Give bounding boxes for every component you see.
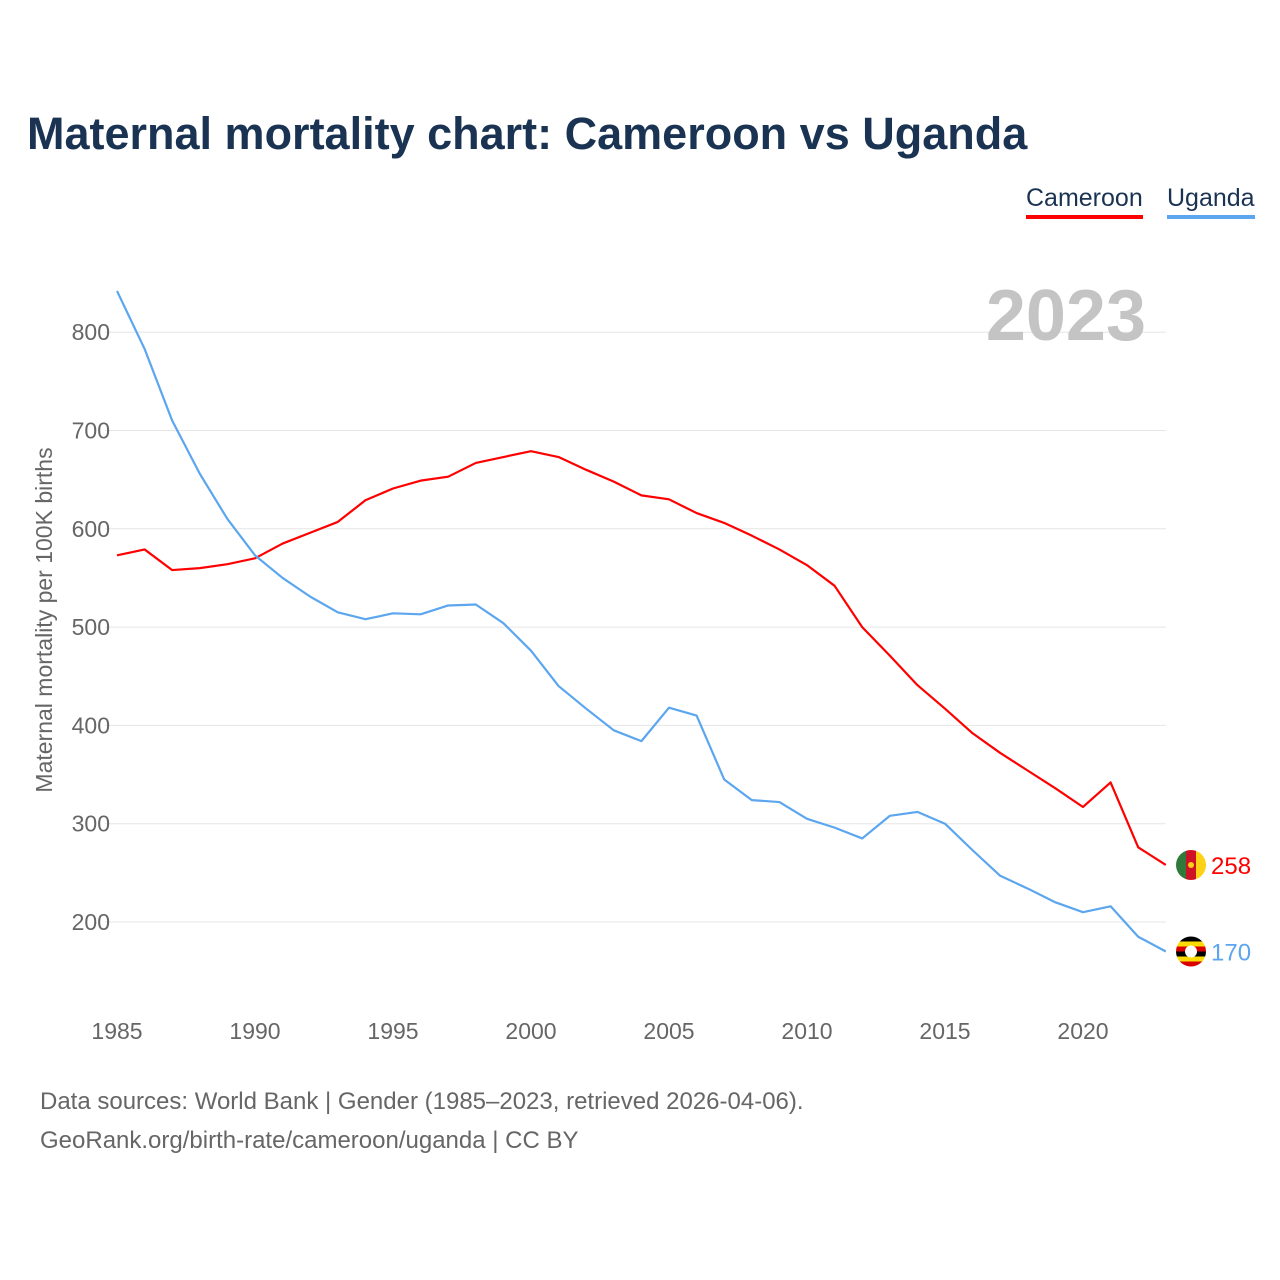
series-line-cameroon <box>116 450 1167 866</box>
x-tick-label: 2005 <box>643 1018 694 1044</box>
x-tick-label: 2010 <box>781 1018 832 1044</box>
y-tick-label: 200 <box>72 909 110 935</box>
footer-link[interactable]: GeoRank.org/birth-rate/cameroon/uganda |… <box>40 1127 579 1154</box>
x-tick-label: 2015 <box>919 1018 970 1044</box>
legend-cameroon[interactable]: Cameroon <box>1026 184 1143 219</box>
y-axis-label: Maternal mortality per 100K births <box>31 447 57 792</box>
x-tick-label: 1985 <box>91 1018 142 1044</box>
y-tick-label: 600 <box>72 516 110 542</box>
x-tick-label: 1995 <box>367 1018 418 1044</box>
series-line-uganda <box>116 290 1167 953</box>
y-tick-label: 500 <box>72 614 110 640</box>
year-label: 2023 <box>986 276 1146 356</box>
end-value-label-cameroon: 258 <box>1211 853 1251 880</box>
uganda-flag-icon <box>1176 936 1206 967</box>
footer-sources: Data sources: World Bank | Gender (1985–… <box>40 1088 804 1115</box>
x-tick-label: 2020 <box>1057 1018 1108 1044</box>
x-tick-label: 2000 <box>505 1018 556 1044</box>
chart-title: Maternal mortality chart: Cameroon vs Ug… <box>27 108 1028 159</box>
y-tick-label: 800 <box>72 319 110 345</box>
y-tick-label: 300 <box>72 811 110 837</box>
legend-uganda[interactable]: Uganda <box>1167 184 1255 219</box>
y-tick-label: 400 <box>72 712 110 738</box>
end-value-label-uganda: 170 <box>1211 939 1251 966</box>
y-tick-label: 700 <box>72 418 110 444</box>
x-tick-label: 1990 <box>229 1018 280 1044</box>
cameroon-flag-icon <box>1176 849 1206 880</box>
